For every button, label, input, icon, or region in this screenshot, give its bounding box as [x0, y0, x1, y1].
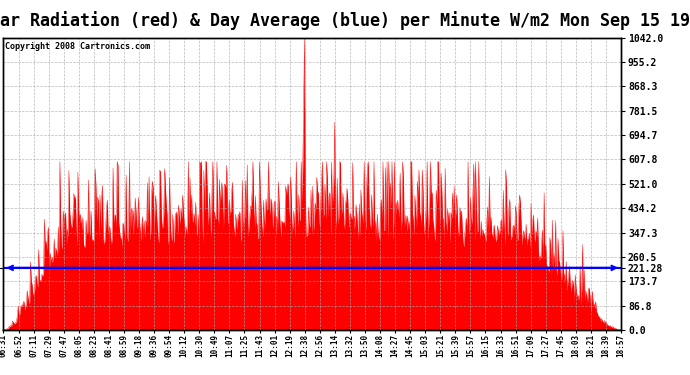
Text: 221.28: 221.28 [0, 252, 1, 284]
Text: Solar Radiation (red) & Day Average (blue) per Minute W/m2 Mon Sep 15 19:00: Solar Radiation (red) & Day Average (blu… [0, 11, 690, 30]
Text: Copyright 2008 Cartronics.com: Copyright 2008 Cartronics.com [6, 42, 150, 51]
